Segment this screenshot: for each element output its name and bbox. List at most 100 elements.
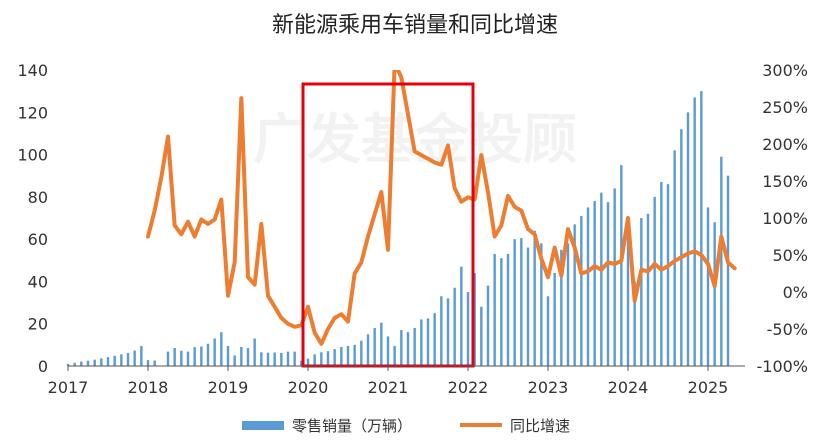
- sales-bar: [393, 345, 396, 366]
- sales-bar: [73, 362, 76, 366]
- sales-bar: [620, 165, 623, 366]
- sales-bar: [580, 215, 583, 366]
- legend-bar-label: 零售销量（万辆）: [292, 417, 412, 435]
- x-tick-label: 2021: [368, 378, 409, 397]
- legend-bar-swatch: [242, 421, 284, 430]
- sales-bar: [306, 358, 310, 366]
- sales-bar: [446, 298, 450, 366]
- sales-bar: [353, 344, 356, 366]
- left-tick-label: 40: [28, 272, 48, 291]
- sales-bar: [593, 201, 596, 366]
- x-axis-ticks: 2017 2018 2019 2020 2021 2022 2023 2024 2025: [48, 378, 729, 397]
- sales-bar: [513, 239, 516, 366]
- x-tick-label: 2018: [128, 378, 169, 397]
- sales-bar: [546, 296, 550, 366]
- sales-bar: [553, 272, 556, 366]
- right-tick-label: 150%: [762, 172, 808, 191]
- sales-bar: [606, 202, 610, 366]
- sales-bar: [613, 188, 616, 366]
- left-tick-label: 100: [17, 146, 48, 165]
- x-tick-label: 2019: [208, 378, 249, 397]
- sales-bar: [626, 226, 630, 366]
- sales-bar: [526, 247, 530, 366]
- sales-bar: [213, 338, 216, 366]
- sales-bar: [460, 266, 463, 366]
- right-tick-label: 100%: [762, 209, 808, 228]
- sales-bar: [66, 363, 70, 366]
- sales-bar: [333, 349, 336, 366]
- sales-bar: [440, 296, 443, 366]
- left-tick-label: 60: [28, 230, 48, 249]
- sales-bar: [413, 327, 416, 366]
- sales-bar: [666, 184, 670, 366]
- x-tick-label: 2017: [48, 378, 89, 397]
- x-tick-label: 2023: [528, 378, 569, 397]
- left-tick-label: 140: [17, 61, 48, 80]
- sales-bar: [700, 91, 703, 366]
- sales-bar: [186, 351, 190, 366]
- sales-bar: [386, 336, 390, 366]
- sales-bar: [366, 334, 370, 366]
- sales-bar: [713, 222, 716, 366]
- sales-bar: [266, 352, 270, 366]
- bar-series: [66, 91, 730, 367]
- sales-bar: [240, 346, 243, 366]
- sales-bar: [140, 345, 143, 366]
- sales-bar: [153, 360, 156, 366]
- x-tick-label: 2024: [608, 378, 649, 397]
- sales-bar: [566, 243, 570, 366]
- left-tick-label: 20: [28, 315, 48, 334]
- sales-bar: [693, 97, 696, 367]
- x-tick-label: 2022: [448, 378, 489, 397]
- watermark: 广发基金投顾: [253, 108, 577, 171]
- sales-bar: [100, 358, 103, 366]
- sales-bar: [286, 351, 290, 366]
- sales-bar: [673, 150, 676, 366]
- sales-bar: [173, 348, 176, 366]
- sales-bar: [380, 322, 383, 366]
- sales-bar: [680, 129, 683, 366]
- x-tick-label: 2025: [688, 378, 729, 397]
- sales-bar: [420, 319, 423, 366]
- sales-bar: [473, 272, 476, 366]
- sales-bar: [146, 360, 150, 366]
- sales-bar: [280, 352, 283, 366]
- sales-bar: [253, 338, 256, 366]
- sales-bar: [133, 350, 136, 366]
- sales-bar: [540, 243, 543, 366]
- sales-bar: [646, 213, 650, 366]
- chart-title: 新能源乘用车销量和同比增速: [272, 13, 558, 38]
- sales-bar: [640, 218, 643, 366]
- sales-bar: [113, 355, 116, 366]
- sales-bar: [360, 340, 363, 366]
- sales-bar: [433, 313, 436, 366]
- sales-bar: [573, 224, 576, 366]
- legend-line-label: 同比增速: [510, 417, 570, 435]
- sales-bar: [406, 332, 410, 366]
- sales-bar: [180, 350, 183, 366]
- left-axis-ticks: 0 20 40 60 80 100 120 140: [17, 61, 48, 376]
- axes: [67, 365, 745, 371]
- sales-bar: [600, 192, 603, 366]
- sales-bar: [533, 230, 536, 366]
- sales-bar: [560, 249, 563, 366]
- sales-bar: [106, 357, 110, 366]
- sales-bar: [373, 327, 376, 366]
- sales-bar: [93, 359, 96, 366]
- sales-bar: [220, 332, 223, 366]
- sales-bar: [80, 361, 83, 366]
- sales-bar: [500, 258, 503, 366]
- right-axis-ticks: -100% -50% 0% 50% 100% 150% 200% 250% 300%: [756, 61, 808, 376]
- sales-bar: [300, 360, 303, 366]
- sales-bar: [326, 351, 330, 366]
- growth-line-series: [146, 70, 737, 346]
- sales-bar: [686, 112, 690, 366]
- sales-bar: [586, 207, 590, 366]
- right-tick-label: -50%: [767, 320, 808, 339]
- sales-bar: [226, 345, 230, 366]
- sales-bar: [86, 360, 90, 366]
- sales-bar: [346, 345, 350, 366]
- sales-bar: [466, 292, 470, 366]
- right-tick-label: -100%: [756, 357, 808, 376]
